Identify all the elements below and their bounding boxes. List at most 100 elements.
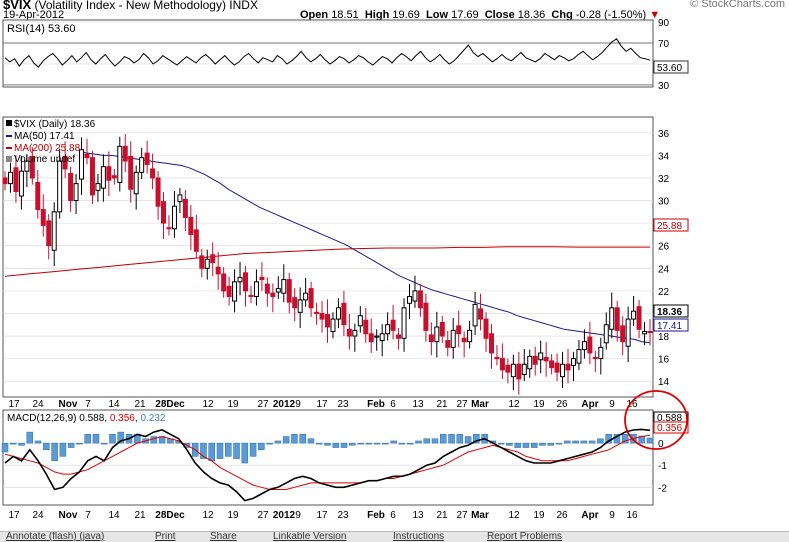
candle-body <box>264 283 270 294</box>
candle-body <box>73 183 79 202</box>
x-tick-label: 21 <box>436 399 448 410</box>
candle-body <box>374 335 380 338</box>
histogram-bar <box>225 442 232 457</box>
candle-body <box>576 349 582 364</box>
x-tick-label: 14 <box>108 399 120 410</box>
x-tick-label: Nov <box>59 399 78 410</box>
close-last-box <box>653 304 689 318</box>
candle-body <box>243 272 249 292</box>
x-tick-label: 24 <box>32 399 44 410</box>
price-legend: $VIX (Daily) 18.36 MA(50) 17.41 MA(200) … <box>6 119 96 165</box>
histogram-bar <box>51 442 58 462</box>
histogram-bar <box>282 436 290 444</box>
histogram-bar <box>547 442 555 446</box>
legend-ma50: MA(50) 17.41 <box>14 131 75 142</box>
candle-body <box>357 315 363 327</box>
y-tick-label: 70 <box>658 39 670 50</box>
signal-line <box>4 434 651 490</box>
macd-legend: MACD(12,26,9) 0.588, 0.356, 0.232 <box>7 413 166 424</box>
histogram-bar <box>497 442 505 445</box>
candle-body <box>467 329 473 343</box>
ma200-line <box>4 246 650 277</box>
ma50-last-box <box>653 318 689 332</box>
candle-body <box>13 167 19 193</box>
x-tick-label: 2012 <box>273 510 296 521</box>
legend-ma200: MA(200) 25.88 <box>14 143 81 154</box>
candle-body <box>390 319 396 331</box>
exchange: INDX <box>229 0 258 12</box>
candle-body <box>2 177 8 185</box>
y-tick-label: 18 <box>658 332 670 343</box>
histogram-bar <box>208 442 215 462</box>
candle-body <box>598 346 604 360</box>
high-label: High <box>364 9 390 21</box>
histogram-bar <box>59 442 67 457</box>
candle-body <box>51 211 57 251</box>
footer-instructions-link[interactable]: Instructions <box>393 531 445 542</box>
footer-annotate-link[interactable]: Annotate (flash) (java) <box>6 531 105 542</box>
histogram-bar <box>406 442 414 445</box>
histogram-bar <box>473 434 480 444</box>
candle-body <box>210 254 216 264</box>
ma200-last-label: 25.88 <box>657 221 682 232</box>
x-tick-label: 13 <box>412 399 424 410</box>
stockcharts-logo: © StockCharts.com <box>690 0 785 10</box>
footer-linkable-link[interactable]: Linkable Version <box>273 531 347 542</box>
x-tick-label: 6 <box>390 510 396 521</box>
legend-volume-swatch <box>6 156 12 162</box>
chg-value: -0.28 (-1.50%) <box>575 9 647 21</box>
candle-body <box>40 209 46 226</box>
x-tick-label: 9 <box>295 510 301 521</box>
candle-body <box>330 318 336 333</box>
histogram-bar <box>423 438 430 444</box>
y-tick-label: 90 <box>658 18 670 29</box>
candle-body <box>609 307 615 330</box>
candle-body <box>642 331 648 335</box>
footer-print-link[interactable]: Print <box>155 531 176 542</box>
y-tick-label: 34 <box>658 151 670 162</box>
x-tick-label: 7 <box>85 399 91 410</box>
histogram-bar <box>233 442 240 459</box>
candle-body <box>352 329 358 337</box>
histogram-bar <box>307 438 315 444</box>
rsi-axis: 30507090 <box>658 18 670 92</box>
histogram-bar <box>597 438 604 444</box>
x-tick-label: 21 <box>134 510 146 521</box>
candle-body <box>177 194 183 203</box>
rsi-panel: 30507090 RSI(14) 53.60 53.60 <box>2 18 689 92</box>
footer-share-link[interactable]: Share <box>210 531 237 542</box>
x-tick-label: Feb <box>367 399 385 410</box>
histogram-bar <box>332 442 340 448</box>
candle-body <box>297 299 303 313</box>
candle-body <box>385 324 391 335</box>
histogram-bar <box>530 442 538 448</box>
histogram-bar <box>349 442 356 446</box>
histogram-bar <box>1 442 9 453</box>
price-panel: 141618202224262830323436 $VIX (Daily) 18… <box>2 116 689 398</box>
ma50-last-label: 17.41 <box>657 321 682 332</box>
candle-body <box>111 175 117 179</box>
footer-report-link[interactable]: Report Problems <box>487 531 563 542</box>
histogram-bar <box>216 442 224 459</box>
x-tick-label: 2012 <box>273 399 296 410</box>
candle-body <box>423 302 429 331</box>
x-tick-label: 24 <box>32 510 44 521</box>
macd-panel: -2-10 MACD(12,26,9) 0.588, 0.356, 0.232 … <box>1 409 689 506</box>
histogram-bar <box>43 442 50 451</box>
candle-body <box>18 170 24 197</box>
x-tick-label: 6 <box>390 399 396 410</box>
ma200-last-box <box>653 218 689 232</box>
histogram-bar <box>646 437 654 444</box>
candle-body <box>625 318 631 347</box>
candle-body <box>215 266 221 275</box>
symbol: $VIX <box>3 0 32 12</box>
x-tick-label: 27 <box>456 399 468 410</box>
x-tick-label: 27 <box>456 510 468 521</box>
histogram-bar <box>440 434 447 444</box>
x-tick-label: 19 <box>533 510 545 521</box>
candle-body <box>155 177 161 207</box>
candle-body <box>95 183 101 191</box>
candle-body <box>472 303 478 327</box>
candle-body <box>259 276 265 281</box>
candle-body <box>516 363 522 380</box>
